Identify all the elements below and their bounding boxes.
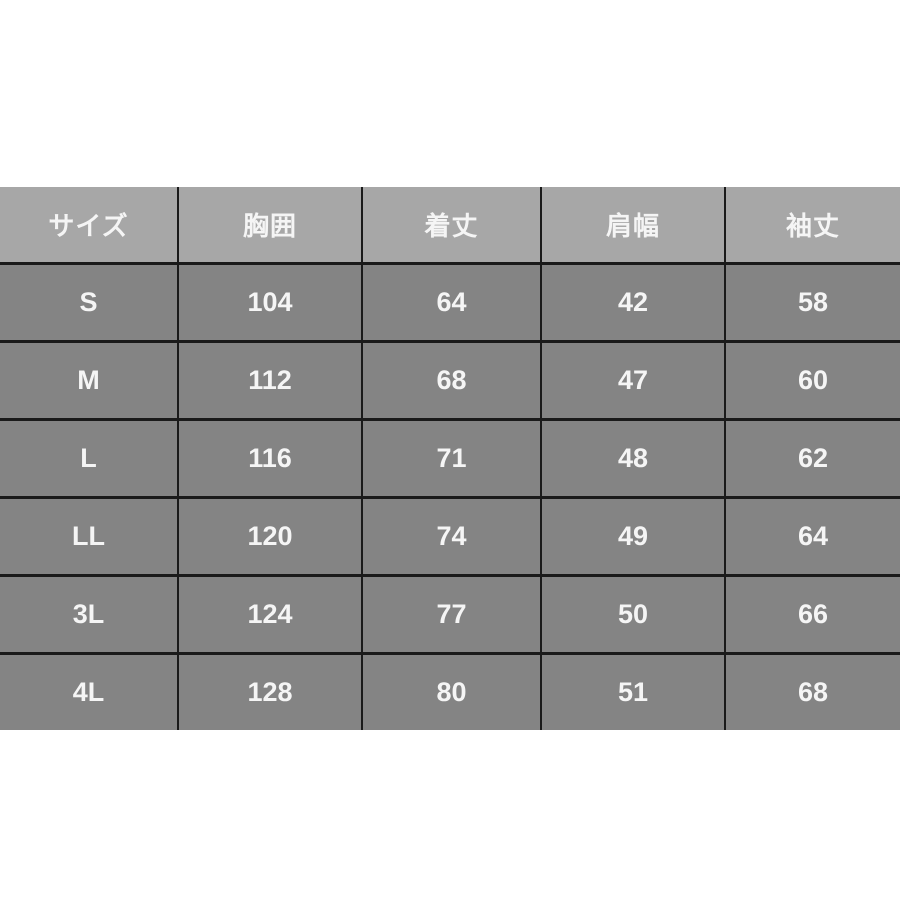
cell-chest-girth: 112 xyxy=(177,340,363,421)
cell-size: 4L xyxy=(0,652,179,730)
cell-body-length: 64 xyxy=(361,262,542,343)
cell-chest-girth: 128 xyxy=(177,652,363,730)
cell-sleeve-length: 68 xyxy=(724,652,900,730)
cell-body-length: 74 xyxy=(361,496,542,577)
table-row-3l: 3L 124 77 50 66 xyxy=(0,574,900,655)
cell-sleeve-length: 60 xyxy=(724,340,900,421)
size-chart-table: サイズ 胸囲 着丈 肩幅 袖丈 S 104 64 42 58 M 112 68 … xyxy=(0,187,900,730)
cell-shoulder-width: 50 xyxy=(540,574,726,655)
cell-size: S xyxy=(0,262,179,343)
cell-chest-girth: 104 xyxy=(177,262,363,343)
table-row-l: L 116 71 48 62 xyxy=(0,418,900,499)
cell-chest-girth: 120 xyxy=(177,496,363,577)
cell-shoulder-width: 49 xyxy=(540,496,726,577)
column-header-chest-girth: 胸囲 xyxy=(177,187,363,265)
cell-size: M xyxy=(0,340,179,421)
cell-shoulder-width: 42 xyxy=(540,262,726,343)
table-row-4l: 4L 128 80 51 68 xyxy=(0,652,900,730)
header-row: サイズ 胸囲 着丈 肩幅 袖丈 xyxy=(0,187,900,265)
cell-body-length: 71 xyxy=(361,418,542,499)
cell-sleeve-length: 58 xyxy=(724,262,900,343)
column-header-size: サイズ xyxy=(0,187,179,265)
cell-sleeve-length: 64 xyxy=(724,496,900,577)
column-header-sleeve-length: 袖丈 xyxy=(724,187,900,265)
cell-sleeve-length: 66 xyxy=(724,574,900,655)
cell-body-length: 68 xyxy=(361,340,542,421)
column-header-body-length: 着丈 xyxy=(361,187,542,265)
cell-body-length: 77 xyxy=(361,574,542,655)
cell-shoulder-width: 48 xyxy=(540,418,726,499)
cell-size: LL xyxy=(0,496,179,577)
cell-chest-girth: 116 xyxy=(177,418,363,499)
table-row-ll: LL 120 74 49 64 xyxy=(0,496,900,577)
cell-body-length: 80 xyxy=(361,652,542,730)
cell-shoulder-width: 47 xyxy=(540,340,726,421)
cell-shoulder-width: 51 xyxy=(540,652,726,730)
table-row-s: S 104 64 42 58 xyxy=(0,262,900,343)
cell-size: 3L xyxy=(0,574,179,655)
table-row-m: M 112 68 47 60 xyxy=(0,340,900,421)
cell-sleeve-length: 62 xyxy=(724,418,900,499)
cell-chest-girth: 124 xyxy=(177,574,363,655)
column-header-shoulder-width: 肩幅 xyxy=(540,187,726,265)
cell-size: L xyxy=(0,418,179,499)
